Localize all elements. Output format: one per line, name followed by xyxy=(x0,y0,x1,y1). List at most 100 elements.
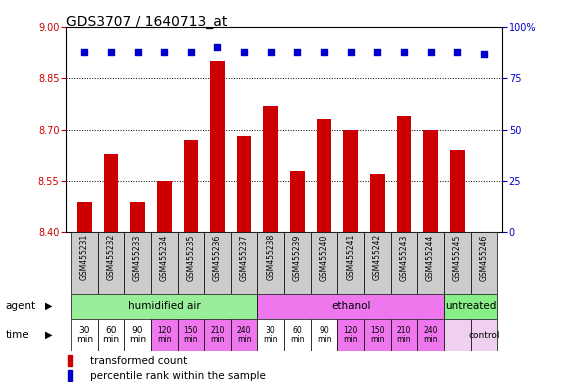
Text: GSM455242: GSM455242 xyxy=(373,234,382,280)
Text: 60
min: 60 min xyxy=(290,326,305,344)
Bar xyxy=(77,202,91,232)
Text: GSM455245: GSM455245 xyxy=(453,234,462,281)
Point xyxy=(213,44,222,50)
Text: GSM455237: GSM455237 xyxy=(240,234,248,281)
Bar xyxy=(231,232,258,294)
Bar xyxy=(397,116,411,232)
Bar xyxy=(98,232,124,294)
Text: 120
min: 120 min xyxy=(343,326,358,344)
Bar xyxy=(423,130,438,232)
Text: 210
min: 210 min xyxy=(397,326,411,344)
Text: ▶: ▶ xyxy=(45,301,53,311)
Bar xyxy=(71,232,98,294)
Text: control: control xyxy=(468,331,500,339)
Point xyxy=(453,48,462,55)
Bar xyxy=(263,106,278,232)
Point xyxy=(80,48,89,55)
Bar xyxy=(311,232,337,294)
Bar xyxy=(210,61,225,232)
Bar xyxy=(130,202,145,232)
Bar xyxy=(151,232,178,294)
Text: agent: agent xyxy=(6,301,36,311)
Point xyxy=(399,48,408,55)
Text: GSM455241: GSM455241 xyxy=(346,234,355,280)
Text: time: time xyxy=(6,330,29,340)
Text: ▶: ▶ xyxy=(45,330,53,340)
Text: 90
min: 90 min xyxy=(129,326,146,344)
Bar xyxy=(258,294,444,319)
Point xyxy=(293,48,302,55)
Bar xyxy=(290,171,305,232)
Bar xyxy=(71,319,98,351)
Point xyxy=(426,48,435,55)
Bar xyxy=(343,130,358,232)
Bar xyxy=(471,232,497,294)
Bar xyxy=(258,319,284,351)
Text: 240
min: 240 min xyxy=(237,326,251,344)
Text: untreated: untreated xyxy=(445,301,496,311)
Text: GSM455240: GSM455240 xyxy=(320,234,328,281)
Point xyxy=(160,48,169,55)
Text: GDS3707 / 1640713_at: GDS3707 / 1640713_at xyxy=(66,15,227,29)
Bar xyxy=(364,319,391,351)
Text: 90
min: 90 min xyxy=(317,326,331,344)
Text: 120
min: 120 min xyxy=(157,326,171,344)
Text: GSM455239: GSM455239 xyxy=(293,234,302,281)
Text: 150
min: 150 min xyxy=(184,326,198,344)
Bar xyxy=(71,294,258,319)
Bar xyxy=(444,232,471,294)
Bar xyxy=(284,232,311,294)
Bar xyxy=(417,319,444,351)
Text: GSM455243: GSM455243 xyxy=(400,234,408,281)
Bar xyxy=(183,140,198,232)
Bar xyxy=(284,319,311,351)
Bar xyxy=(391,319,417,351)
Bar xyxy=(178,232,204,294)
Text: transformed count: transformed count xyxy=(90,356,187,366)
Text: 30
min: 30 min xyxy=(76,326,93,344)
Bar xyxy=(98,319,124,351)
Bar xyxy=(68,370,72,381)
Text: GSM455231: GSM455231 xyxy=(80,234,89,280)
Bar xyxy=(317,119,331,232)
Bar xyxy=(311,319,337,351)
Bar xyxy=(151,319,178,351)
Bar xyxy=(204,319,231,351)
Bar xyxy=(444,319,471,351)
Bar xyxy=(157,181,171,232)
Point xyxy=(373,48,382,55)
Text: GSM455246: GSM455246 xyxy=(479,234,488,281)
Text: 30
min: 30 min xyxy=(263,326,278,344)
Text: 210
min: 210 min xyxy=(210,326,225,344)
Bar xyxy=(417,232,444,294)
Bar xyxy=(237,136,251,232)
Bar xyxy=(391,232,417,294)
Bar xyxy=(471,319,497,351)
Point xyxy=(186,48,195,55)
Text: GSM455238: GSM455238 xyxy=(266,234,275,280)
Text: ethanol: ethanol xyxy=(331,301,371,311)
Point xyxy=(106,48,115,55)
Text: GSM455234: GSM455234 xyxy=(160,234,168,281)
Bar xyxy=(124,319,151,351)
Bar xyxy=(364,232,391,294)
Text: humidified air: humidified air xyxy=(128,301,200,311)
Bar xyxy=(337,232,364,294)
Bar xyxy=(103,154,118,232)
Point xyxy=(479,51,488,57)
Text: GSM455235: GSM455235 xyxy=(186,234,195,281)
Point xyxy=(266,48,275,55)
Bar xyxy=(258,232,284,294)
Bar xyxy=(231,319,258,351)
Bar xyxy=(370,174,385,232)
Point xyxy=(346,48,355,55)
Bar xyxy=(68,355,72,366)
Text: GSM455232: GSM455232 xyxy=(106,234,115,280)
Bar xyxy=(124,232,151,294)
Point xyxy=(319,48,328,55)
Bar xyxy=(444,294,497,319)
Text: GSM455244: GSM455244 xyxy=(426,234,435,281)
Text: GSM455233: GSM455233 xyxy=(133,234,142,281)
Text: 150
min: 150 min xyxy=(370,326,384,344)
Text: 240
min: 240 min xyxy=(423,326,438,344)
